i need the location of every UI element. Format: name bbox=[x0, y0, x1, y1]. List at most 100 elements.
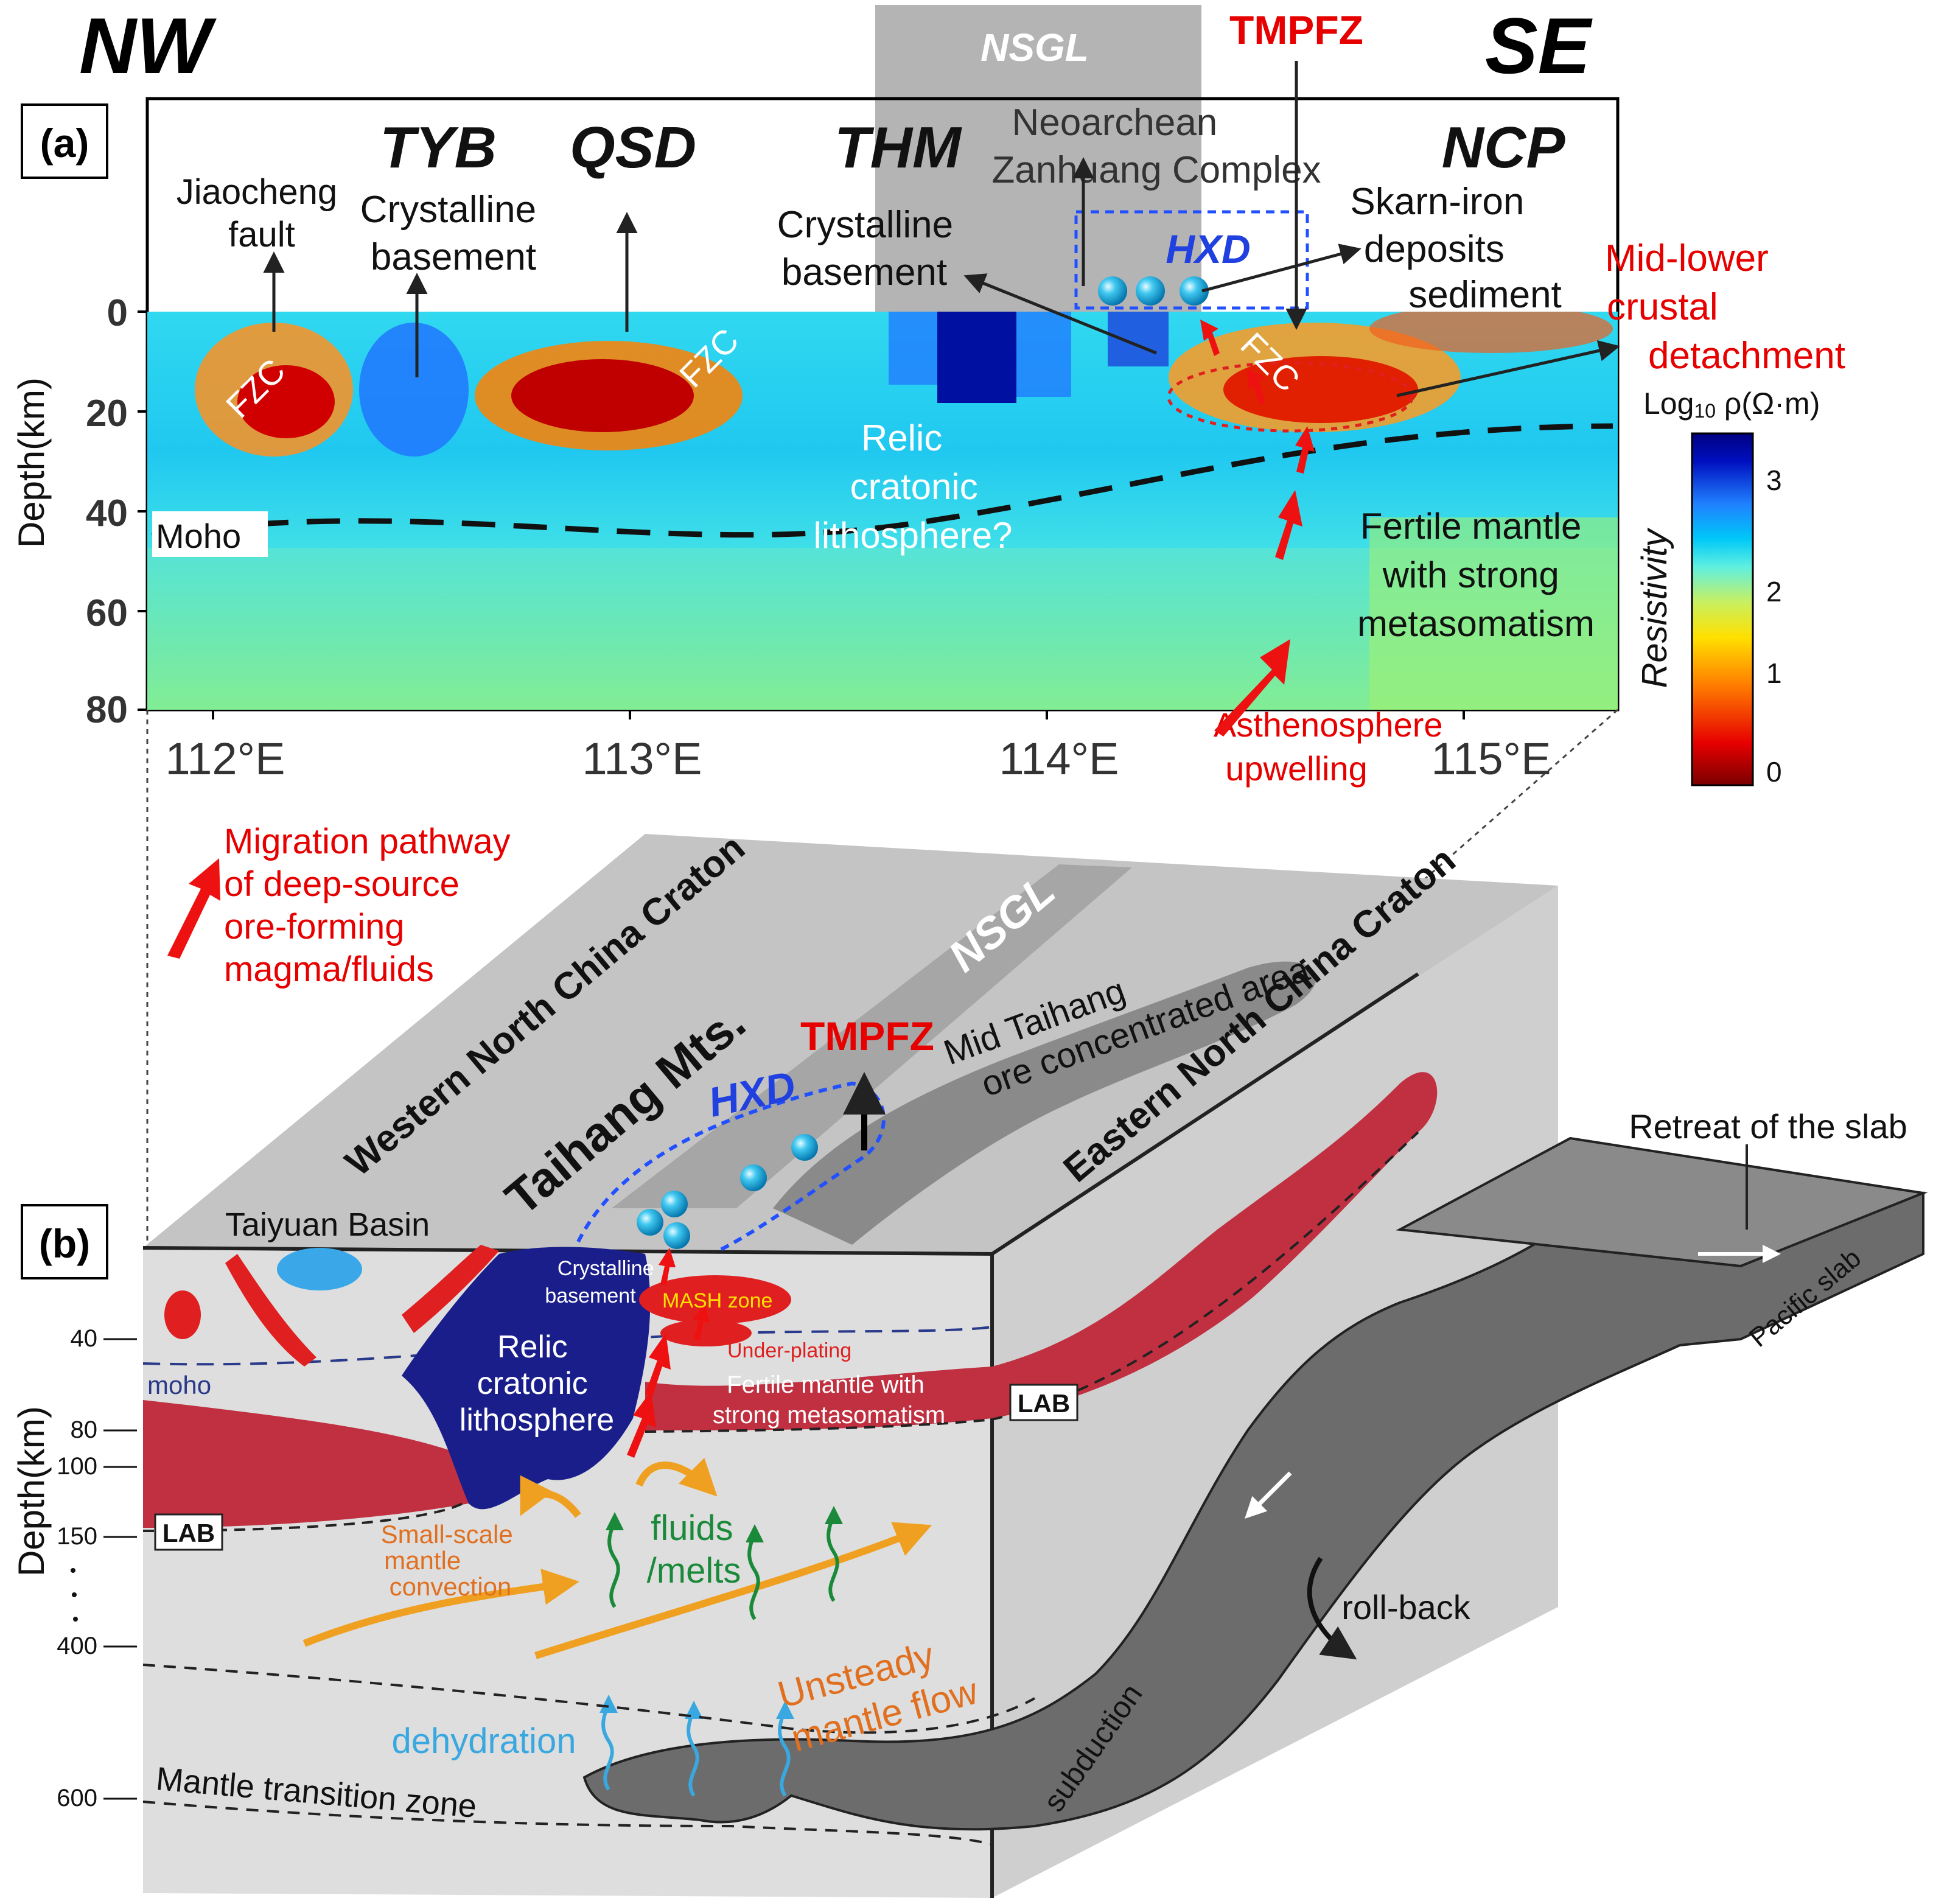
y-tick: 40 bbox=[71, 1325, 98, 1352]
mash-zone-label: MASH zone bbox=[662, 1289, 772, 1312]
tmpfz-label-b: TMPFZ bbox=[800, 1013, 934, 1059]
dehydration-arrows bbox=[599, 1695, 794, 1797]
panel-a-x-ticks: 112°E 113°E 114°E 115°E bbox=[166, 733, 1551, 784]
y-tick: 20 bbox=[86, 393, 128, 435]
panel-a: NSGL Moho bbox=[11, 1, 1845, 1249]
moho-label: Moho bbox=[156, 517, 241, 555]
thm-basement-label: Crystalline basement bbox=[777, 204, 964, 293]
relic-lithosphere-b bbox=[402, 1247, 651, 1510]
y-tick: 80 bbox=[71, 1416, 98, 1443]
tmpfz-label: TMPFZ bbox=[1229, 7, 1363, 52]
nsgl-band bbox=[875, 5, 1201, 312]
colorbar: Log10 ρ(Ω·m) 3 2 1 0 Resistivity bbox=[1635, 387, 1820, 788]
x-tick: 112°E bbox=[166, 733, 285, 784]
moho-line-b bbox=[142, 1326, 993, 1366]
tyb-label: TYB bbox=[380, 115, 497, 180]
nsgl-label: NSGL bbox=[980, 26, 1089, 69]
ore-ball bbox=[1098, 276, 1127, 306]
lab-label-box bbox=[1009, 1384, 1078, 1421]
retreat-label: Retreat of the slab bbox=[1629, 1107, 1907, 1146]
panel-a-y-ticks: 0 20 40 60 80 bbox=[86, 292, 128, 731]
dehydration-label: dehydration bbox=[391, 1721, 576, 1761]
x-tick: 114°E bbox=[999, 733, 1119, 784]
skarn-label: Skarn-iron deposits sediment bbox=[1350, 181, 1561, 316]
lab-label: LAB bbox=[1018, 1389, 1070, 1418]
tyb-basement-label: Crystalline basement bbox=[360, 189, 547, 278]
y-tick: 100 bbox=[57, 1453, 97, 1480]
ore-ball bbox=[791, 1134, 818, 1161]
panel-b: Migration pathway of deep-source ore-for… bbox=[11, 822, 1928, 1898]
y-tick: 150 bbox=[57, 1523, 97, 1550]
ore-ball bbox=[740, 1164, 767, 1191]
moho-label-box bbox=[152, 511, 268, 557]
rollback-arrow bbox=[1307, 1556, 1357, 1660]
jiaocheng-label: Jiaocheng fault bbox=[177, 172, 348, 254]
colorbar-side-label: Resistivity bbox=[1635, 527, 1674, 688]
colorbar-tick: 1 bbox=[1766, 657, 1782, 689]
y-tick: 40 bbox=[86, 492, 128, 534]
relic-lithosphere-label: Relic cratonic lithosphere? bbox=[814, 418, 1013, 556]
qsd-label: QSD bbox=[570, 115, 696, 180]
panel-b-label-box bbox=[21, 1204, 108, 1279]
fertile-mantle-label: Fertile mantle with strong metasomatism bbox=[1357, 506, 1595, 644]
colorbar-title: Log10 ρ(Ω·m) bbox=[1643, 387, 1820, 422]
detachment-label: Mid-lower crustal detachment bbox=[1605, 237, 1845, 377]
underplating-label: Under-plating bbox=[727, 1339, 851, 1362]
x-tick: 113°E bbox=[582, 733, 702, 784]
y-tick: 80 bbox=[86, 689, 128, 731]
small-scale-convection-label: Small-scale mantle convection bbox=[381, 1520, 520, 1601]
asthenosphere-label: Asthenosphere upwelling bbox=[1214, 705, 1452, 788]
hxd-box bbox=[1074, 210, 1309, 310]
panel-a-y-axis-label: Depth(km) bbox=[11, 377, 52, 548]
colorbar-tick: 0 bbox=[1766, 756, 1782, 788]
migration-arrows bbox=[1200, 320, 1315, 737]
ore-ball bbox=[1180, 276, 1209, 306]
taiyuan-basin-label: Taiyuan Basin bbox=[225, 1206, 430, 1243]
fertile-mantle-label-b: Fertile mantle with strong metasomatism bbox=[713, 1371, 945, 1429]
fluids-arrows bbox=[605, 1506, 843, 1620]
panel-b-y-ticks: 40 80 100 150 400 600 bbox=[57, 1325, 97, 1811]
y-tick: 60 bbox=[86, 592, 128, 634]
panel-b-y-axis-label: Depth(km) bbox=[11, 1406, 52, 1577]
ore-concentrated-area bbox=[773, 961, 1316, 1245]
lab-label-box bbox=[154, 1513, 223, 1551]
ore-ball bbox=[663, 1222, 690, 1249]
relic-lithosphere-label-b: Relic cratonic lithosphere bbox=[460, 1329, 614, 1438]
colorbar-tick: 3 bbox=[1766, 464, 1782, 496]
lithosphere-east bbox=[645, 1072, 1438, 1430]
ore-ball bbox=[661, 1191, 688, 1217]
resistivity-section bbox=[147, 312, 1618, 710]
ncp-label: NCP bbox=[1442, 115, 1566, 180]
thm-label: THM bbox=[834, 115, 962, 180]
underplating-body bbox=[660, 1320, 752, 1346]
moho-label-b: moho bbox=[147, 1371, 211, 1399]
se-label: SE bbox=[1485, 1, 1593, 90]
mash-zone bbox=[639, 1275, 791, 1324]
x-tick: 115°E bbox=[1431, 733, 1551, 784]
y-tick: 0 bbox=[107, 292, 128, 334]
panel-a-label-box bbox=[21, 103, 108, 179]
nw-label: NW bbox=[79, 1, 217, 90]
legend-migration-arrow bbox=[167, 858, 220, 959]
fluids-label: fluids /melts bbox=[647, 1508, 743, 1591]
colorbar-tick: 2 bbox=[1766, 576, 1782, 607]
zanhuang-label: Neoarchean Zanhuang Complex bbox=[991, 102, 1321, 191]
legend-label: Migration pathway of deep-source ore-for… bbox=[224, 822, 520, 989]
rollback-label: roll-back bbox=[1341, 1588, 1471, 1626]
panel-b-label: (b) bbox=[39, 1221, 90, 1266]
hxd-label: HXD bbox=[1166, 226, 1250, 271]
detachment-ellipse bbox=[1167, 361, 1414, 433]
nsgl-belt bbox=[612, 864, 1132, 1208]
panel-a-label: (a) bbox=[40, 121, 89, 166]
migration-arrows-b bbox=[627, 1248, 710, 1458]
lab-label: LAB bbox=[163, 1519, 215, 1547]
mantle-flow-arrows bbox=[302, 1457, 932, 1659]
ore-ball bbox=[1136, 276, 1165, 306]
colorbar-bar bbox=[1691, 432, 1754, 786]
ore-ball bbox=[637, 1209, 663, 1236]
annotation-arrows bbox=[263, 61, 1620, 397]
y-tick: 400 bbox=[57, 1633, 97, 1659]
pacific-slab-top bbox=[1396, 1136, 1928, 1268]
lithosphere-west bbox=[143, 1400, 469, 1528]
